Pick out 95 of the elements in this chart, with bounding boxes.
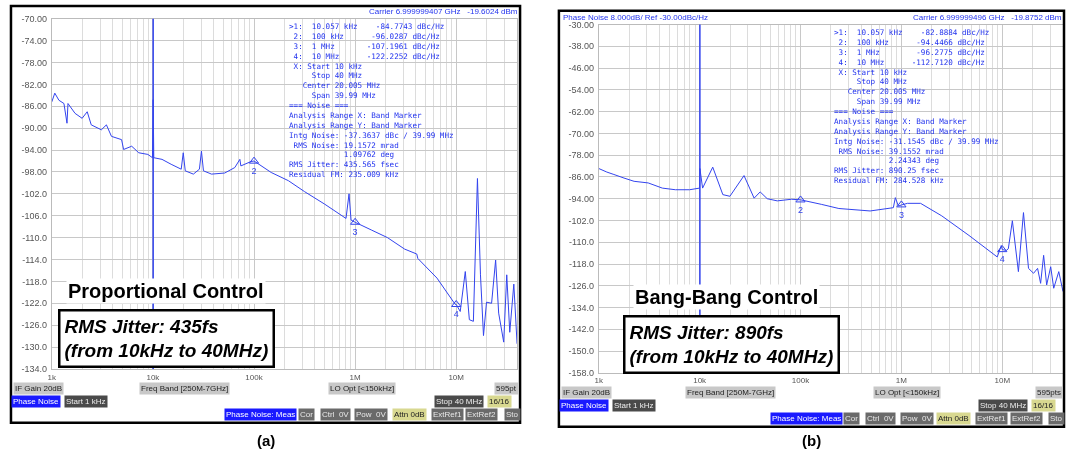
- y-tick-label: -90.00: [21, 123, 48, 134]
- y-tick-label: -54.00: [568, 85, 594, 96]
- y-tick-label: -110.0: [22, 232, 48, 243]
- text: RMS Jitter: 435fs (from 10kHz to 40MHz): [64, 315, 269, 362]
- point: [997, 245, 1008, 253]
- point: [451, 300, 462, 308]
- point: [896, 200, 907, 208]
- text: Proportional Control: [68, 280, 264, 302]
- y-tick-label: -118.0: [569, 259, 594, 270]
- annotation: 3: [898, 209, 904, 220]
- text: 595pt: [496, 384, 517, 393]
- text: Start 1 kHz: [614, 401, 654, 410]
- text: 595pts: [1037, 388, 1062, 397]
- annotation: 2: [798, 204, 804, 215]
- y-tick-label: -102.0: [568, 215, 594, 226]
- text: Stop 40 MHz: [980, 401, 1027, 410]
- y-tick-label: -82.00: [21, 79, 48, 90]
- y-tick-label: -114.0: [22, 254, 48, 265]
- y-tick-label: -118.0: [22, 276, 48, 287]
- y-tick-label: -126.0: [21, 320, 48, 331]
- x-tick-label: 1M: [349, 372, 361, 382]
- text: Carrier 6.999999407 GHz -19.6024 dBm: [369, 7, 518, 16]
- y-tick-label: -102.0: [21, 188, 48, 199]
- y-tick-label: -158.0: [568, 368, 594, 379]
- text: ExtRef1: [977, 414, 1007, 423]
- text: IF Gain 20dB: [563, 388, 611, 397]
- text: 16/16: [1033, 401, 1054, 410]
- text: Attn 0dB: [394, 410, 425, 419]
- annotation: 2: [251, 165, 257, 176]
- annotation: 4: [999, 254, 1005, 265]
- text: Phase Noise: [561, 401, 607, 410]
- y-tick-label: -134.0: [568, 302, 594, 313]
- y-tick-label: -122.0: [21, 298, 48, 309]
- text: IF Gain 20dB: [15, 384, 63, 393]
- y-tick-label: -94.00: [568, 193, 594, 204]
- y-tick-label: -142.0: [568, 324, 594, 335]
- text: Freq Band [250M-7GHz]: [141, 384, 229, 393]
- y-tick-label: -126.0: [568, 280, 594, 291]
- y-tick-label: -130.0: [21, 342, 48, 353]
- x-axis-title: (b): [802, 432, 822, 449]
- x-tick-label: 1k: [594, 376, 604, 386]
- y-tick-label: -70.00: [568, 128, 594, 139]
- y-tick-label: -86.00: [21, 101, 48, 112]
- x-axis-title: (a): [257, 432, 276, 449]
- y-tick-label: -78.00: [21, 57, 48, 68]
- point: [795, 195, 806, 203]
- annotation: 3: [352, 227, 358, 238]
- text: Freq Band [250M-7GHz]: [687, 388, 775, 397]
- text: Cor: [845, 414, 859, 423]
- x-tick-label: 1k: [47, 372, 58, 382]
- text: Attn 0dB: [938, 414, 969, 423]
- y-tick-label: -62.00: [568, 106, 594, 117]
- x-tick-label: 100k: [791, 376, 811, 386]
- text: Sto: [1050, 414, 1063, 423]
- text: Start 1 kHz: [66, 397, 106, 406]
- y-tick-label: -98.00: [21, 167, 48, 178]
- text: Phase Noise: [13, 397, 59, 406]
- x-tick-label: 10k: [693, 376, 708, 386]
- x-tick-label: 10M: [448, 372, 465, 382]
- text: Ctrl 0V: [867, 414, 895, 423]
- text: ExtRef2: [467, 410, 497, 419]
- text: Sto: [506, 410, 519, 419]
- text: Carrier 6.999999496 GHz -19.8752 dBm: [913, 13, 1062, 22]
- x-tick-label: 10M: [994, 376, 1011, 386]
- y-tick-label: -74.00: [21, 35, 48, 46]
- y-tick-label: -30.00: [568, 19, 594, 30]
- text: 16/16: [489, 397, 510, 406]
- x-tick-label: 1M: [895, 376, 908, 386]
- text: ExtRef2: [1012, 414, 1042, 423]
- x-tick-label: 10k: [146, 372, 161, 382]
- text: Cor: [300, 410, 314, 419]
- y-tick-label: -86.00: [568, 172, 594, 183]
- y-tick-label: -110.0: [569, 237, 594, 248]
- text: Ctrl 0V: [322, 410, 350, 419]
- y-tick-label: -38.00: [568, 41, 594, 52]
- y-tick-label: -78.00: [568, 150, 594, 161]
- x-tick-label: 100k: [245, 372, 264, 382]
- y-axis-title: Phase Noise 8.000dB/ Ref -30.00dBc/Hz: [563, 13, 708, 22]
- y-tick-label: -46.00: [568, 63, 594, 74]
- text: Phase Noise: Meas: [226, 410, 296, 419]
- text: Phase Noise: Meas: [772, 414, 842, 423]
- text: Pow 0V: [356, 410, 387, 419]
- y-tick-label: -94.00: [21, 145, 48, 156]
- y-tick-label: -134.0: [21, 364, 48, 375]
- text: Pow 0V: [902, 414, 933, 423]
- y-tick-label: -150.0: [568, 346, 594, 357]
- text: Bang-Bang Control: [635, 286, 819, 308]
- text: RMS Jitter: 890fs (from 10kHz to 40MHz): [629, 321, 834, 368]
- text: ExtRef1: [433, 410, 463, 419]
- text: LO Opt [<150kHz]: [330, 384, 395, 393]
- y-tick-label: -70.00: [21, 13, 48, 24]
- annotation: 4: [453, 309, 459, 320]
- text: LO Opt [<150kHz]: [875, 388, 940, 397]
- y-tick-label: -106.0: [21, 210, 48, 221]
- text: Stop 40 MHz: [436, 397, 483, 406]
